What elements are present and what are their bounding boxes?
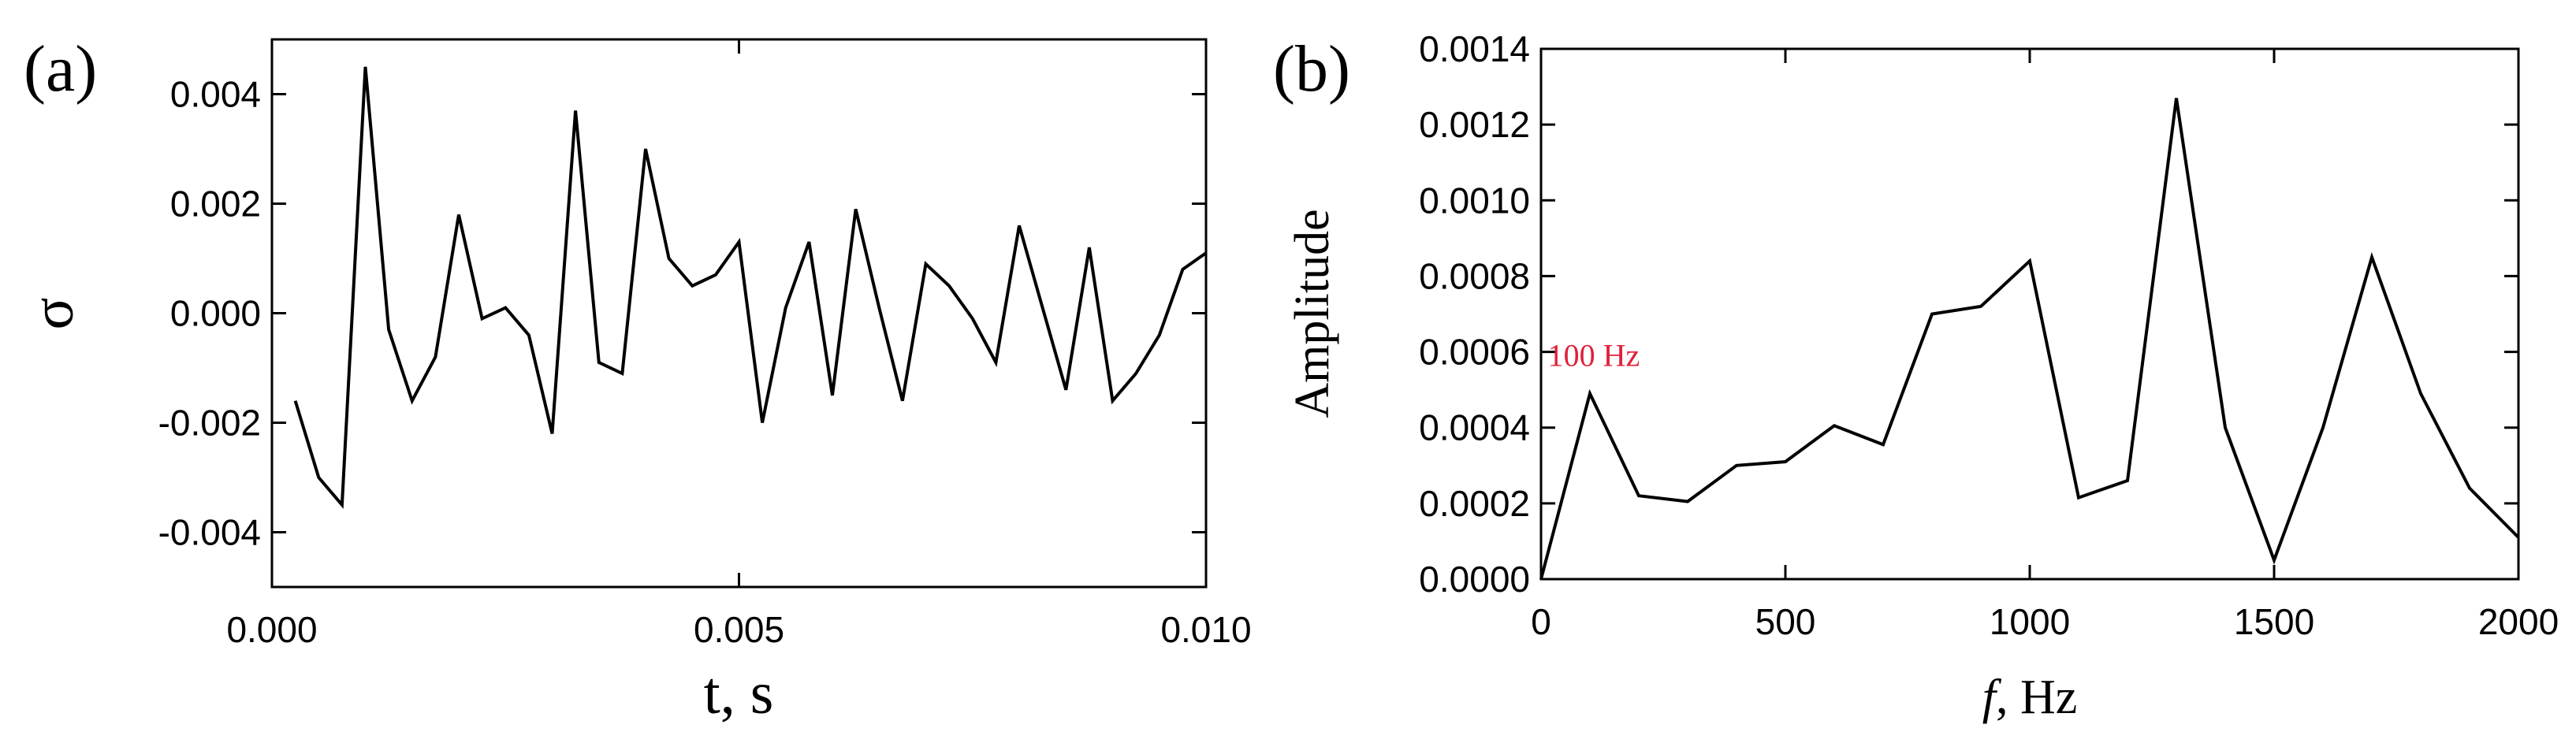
y-tick-label: 0.0002 xyxy=(1419,483,1530,524)
x-tick-label: 1000 xyxy=(1990,601,2070,642)
y-tick-label: 0.0014 xyxy=(1419,28,1530,69)
x-tick-label: 0.005 xyxy=(694,609,784,650)
panel-a-plot-frame xyxy=(270,38,1208,589)
y-tick-label: -0.004 xyxy=(158,512,261,553)
y-tick-label: 0.0006 xyxy=(1419,332,1530,373)
x-tick-label: 0.000 xyxy=(226,609,317,650)
y-tick-label: -0.002 xyxy=(158,403,261,444)
y-tick-label: 0.0008 xyxy=(1419,255,1530,296)
y-tick-label: 0.0010 xyxy=(1419,180,1530,221)
panel-b-peak-annotation: 100 Hz xyxy=(1548,337,1640,373)
x-tick-label: 1500 xyxy=(2234,601,2314,642)
panel-b-x-axis-label-unit: , Hz xyxy=(1996,671,2077,724)
panel-b-y-ticks: 0.0000 0.0002 0.0004 0.0006 0.0008 0.0010 0.00… xyxy=(1419,28,2518,600)
panel-b-amplitude-spectrum: (b) 0.0000 0.0002 0.0004 0.0006 0.0008 0.0010… xyxy=(1273,28,2559,724)
panel-b-x-axis-label: f, Hz xyxy=(1982,671,2078,724)
panel-a-y-ticks: 0.004 0.002 0.000 -0.002 -0.004 xyxy=(158,74,1206,553)
y-tick-label: 0.004 xyxy=(170,74,261,115)
panel-a-label: (a) xyxy=(24,32,97,106)
panel-a-y-axis-label: σ xyxy=(20,298,86,330)
panel-b-label: (b) xyxy=(1273,32,1350,106)
panel-b-series-line xyxy=(1539,98,2520,580)
panel-b-y-axis-label: Amplitude xyxy=(1286,209,1339,418)
y-tick-label: 0.000 xyxy=(170,293,261,334)
y-tick-label: 0.002 xyxy=(170,184,261,225)
panel-a-x-axis-label: t, s xyxy=(704,660,774,726)
x-tick-label: 500 xyxy=(1755,601,1816,642)
panel-b-plot-frame xyxy=(1539,47,2520,581)
panel-a-x-ticks: 0.000 0.005 0.010 xyxy=(226,39,1252,650)
x-tick-label: 2000 xyxy=(2478,601,2559,642)
y-tick-label: 0.0012 xyxy=(1419,104,1530,145)
x-tick-label: 0 xyxy=(1531,601,1551,642)
panel-a-series-line xyxy=(293,66,1208,509)
y-tick-label: 0.0004 xyxy=(1419,407,1530,448)
panel-b-x-ticks: 0 500 1000 1500 2000 xyxy=(1531,49,2559,642)
x-tick-label: 0.010 xyxy=(1160,609,1251,650)
y-tick-label: 0.0000 xyxy=(1419,559,1530,600)
